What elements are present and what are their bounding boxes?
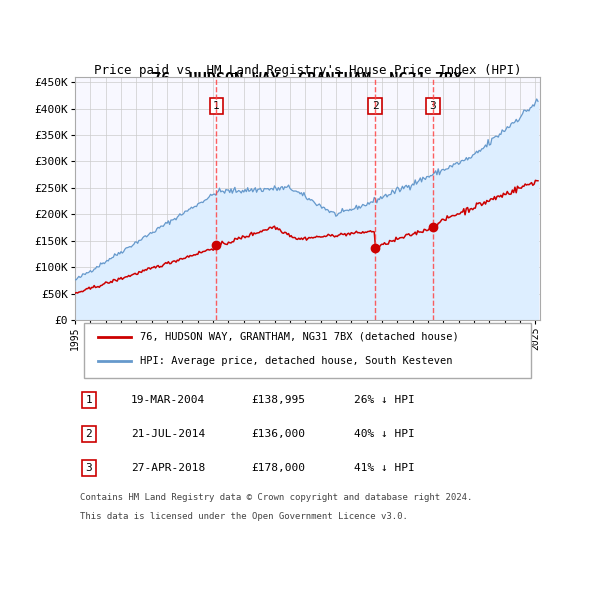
Text: 27-APR-2018: 27-APR-2018: [131, 463, 205, 473]
Text: Price paid vs. HM Land Registry's House Price Index (HPI): Price paid vs. HM Land Registry's House …: [94, 64, 521, 77]
Text: £178,000: £178,000: [252, 463, 306, 473]
Text: 40% ↓ HPI: 40% ↓ HPI: [354, 429, 415, 439]
Text: 2: 2: [371, 101, 379, 111]
Text: 1: 1: [213, 101, 220, 111]
Text: 19-MAR-2004: 19-MAR-2004: [131, 395, 205, 405]
Text: £136,000: £136,000: [252, 429, 306, 439]
FancyBboxPatch shape: [84, 323, 531, 378]
Text: HPI: Average price, detached house, South Kesteven: HPI: Average price, detached house, Sout…: [140, 356, 452, 366]
Text: 1: 1: [86, 395, 92, 405]
Text: 41% ↓ HPI: 41% ↓ HPI: [354, 463, 415, 473]
Text: 26% ↓ HPI: 26% ↓ HPI: [354, 395, 415, 405]
Text: £138,995: £138,995: [252, 395, 306, 405]
Text: 3: 3: [86, 463, 92, 473]
Text: 3: 3: [430, 101, 436, 111]
Text: 21-JUL-2014: 21-JUL-2014: [131, 429, 205, 439]
Text: 76, HUDSON WAY, GRANTHAM, NG31 7BX: 76, HUDSON WAY, GRANTHAM, NG31 7BX: [152, 72, 463, 87]
Text: This data is licensed under the Open Government Licence v3.0.: This data is licensed under the Open Gov…: [80, 512, 407, 521]
Text: 2: 2: [86, 429, 92, 439]
Text: Contains HM Land Registry data © Crown copyright and database right 2024.: Contains HM Land Registry data © Crown c…: [80, 493, 472, 502]
Text: 76, HUDSON WAY, GRANTHAM, NG31 7BX (detached house): 76, HUDSON WAY, GRANTHAM, NG31 7BX (deta…: [140, 332, 459, 342]
